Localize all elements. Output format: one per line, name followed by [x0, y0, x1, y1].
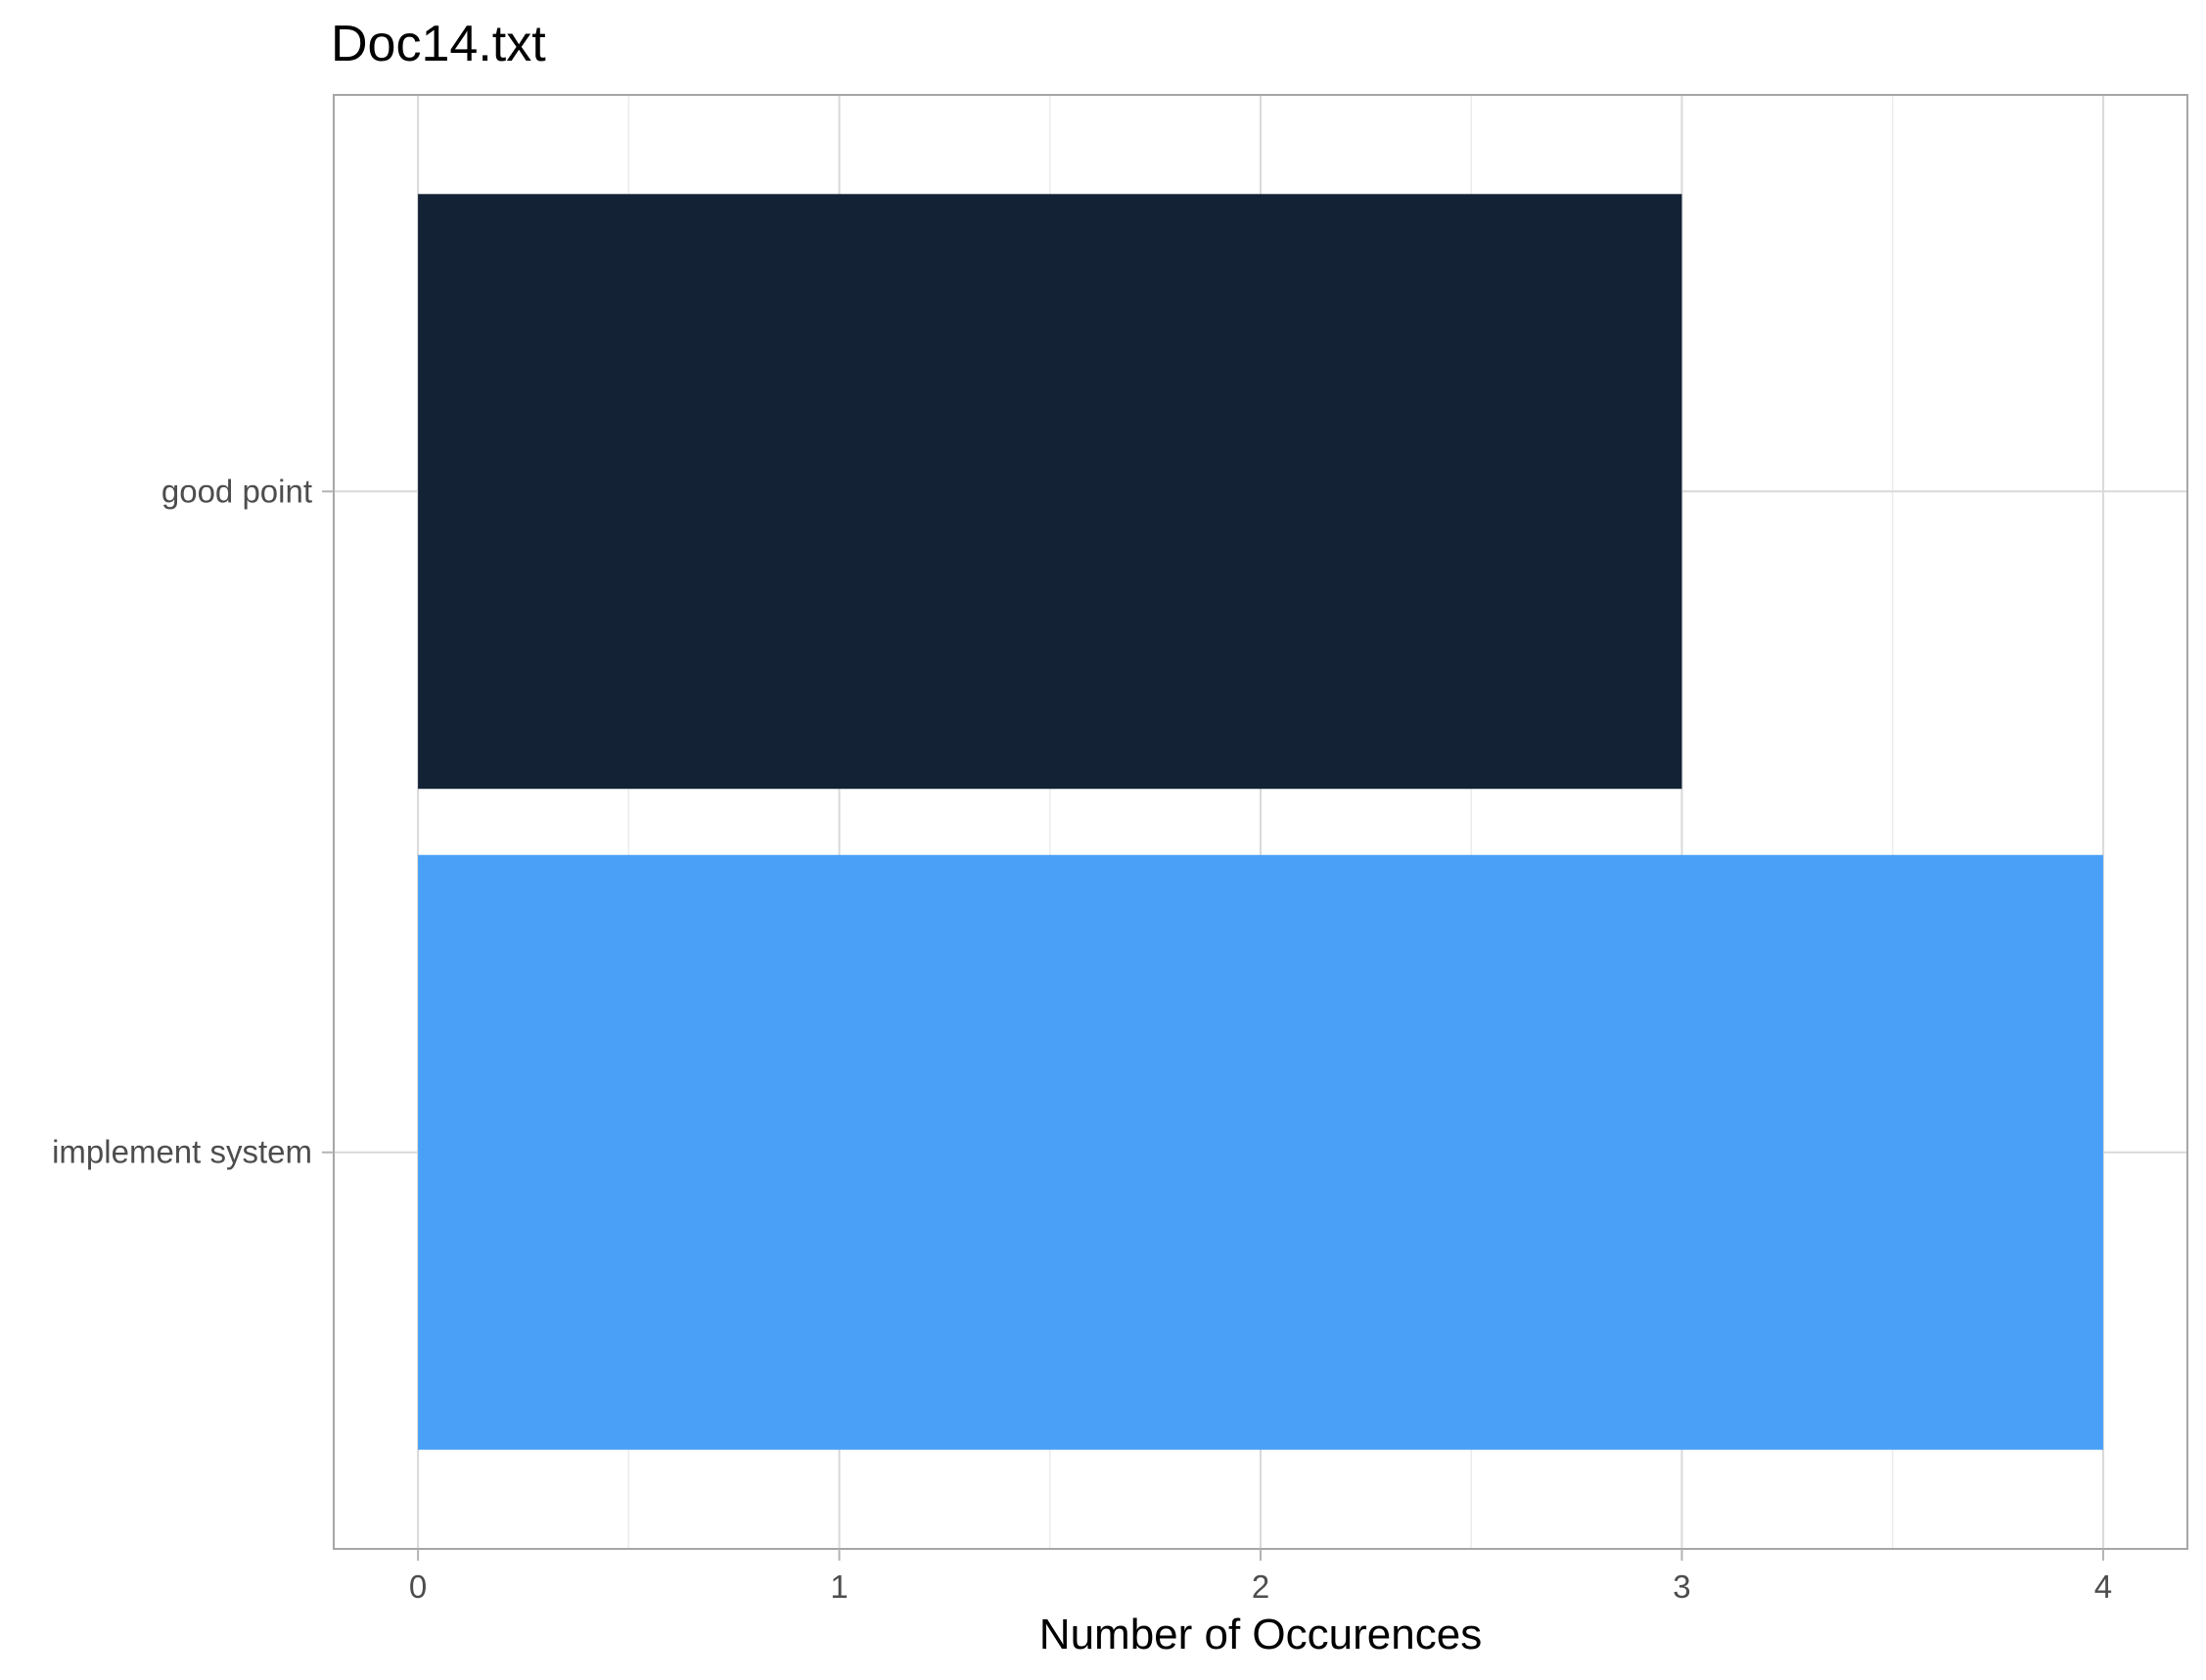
x-tick-label: 1 [830, 1568, 848, 1605]
bar-good-point [418, 194, 1682, 790]
y-tick-label: good point [161, 473, 312, 509]
bar-implement-system [418, 854, 2103, 1450]
x-tick-label: 0 [409, 1568, 427, 1605]
chart-title: Doc14.txt [331, 16, 546, 72]
x-tick-label: 4 [2094, 1568, 2112, 1605]
x-tick-label: 3 [1673, 1568, 1690, 1605]
axis-ticks [322, 490, 2104, 1561]
x-tick-label: 2 [1252, 1568, 1269, 1605]
y-tick-label: implement system [52, 1134, 312, 1170]
x-axis-title: Number of Occurences [1039, 1611, 1482, 1658]
tick-labels: good point implement system 0 1 2 3 4 [52, 473, 2112, 1605]
bars [418, 194, 2103, 1450]
